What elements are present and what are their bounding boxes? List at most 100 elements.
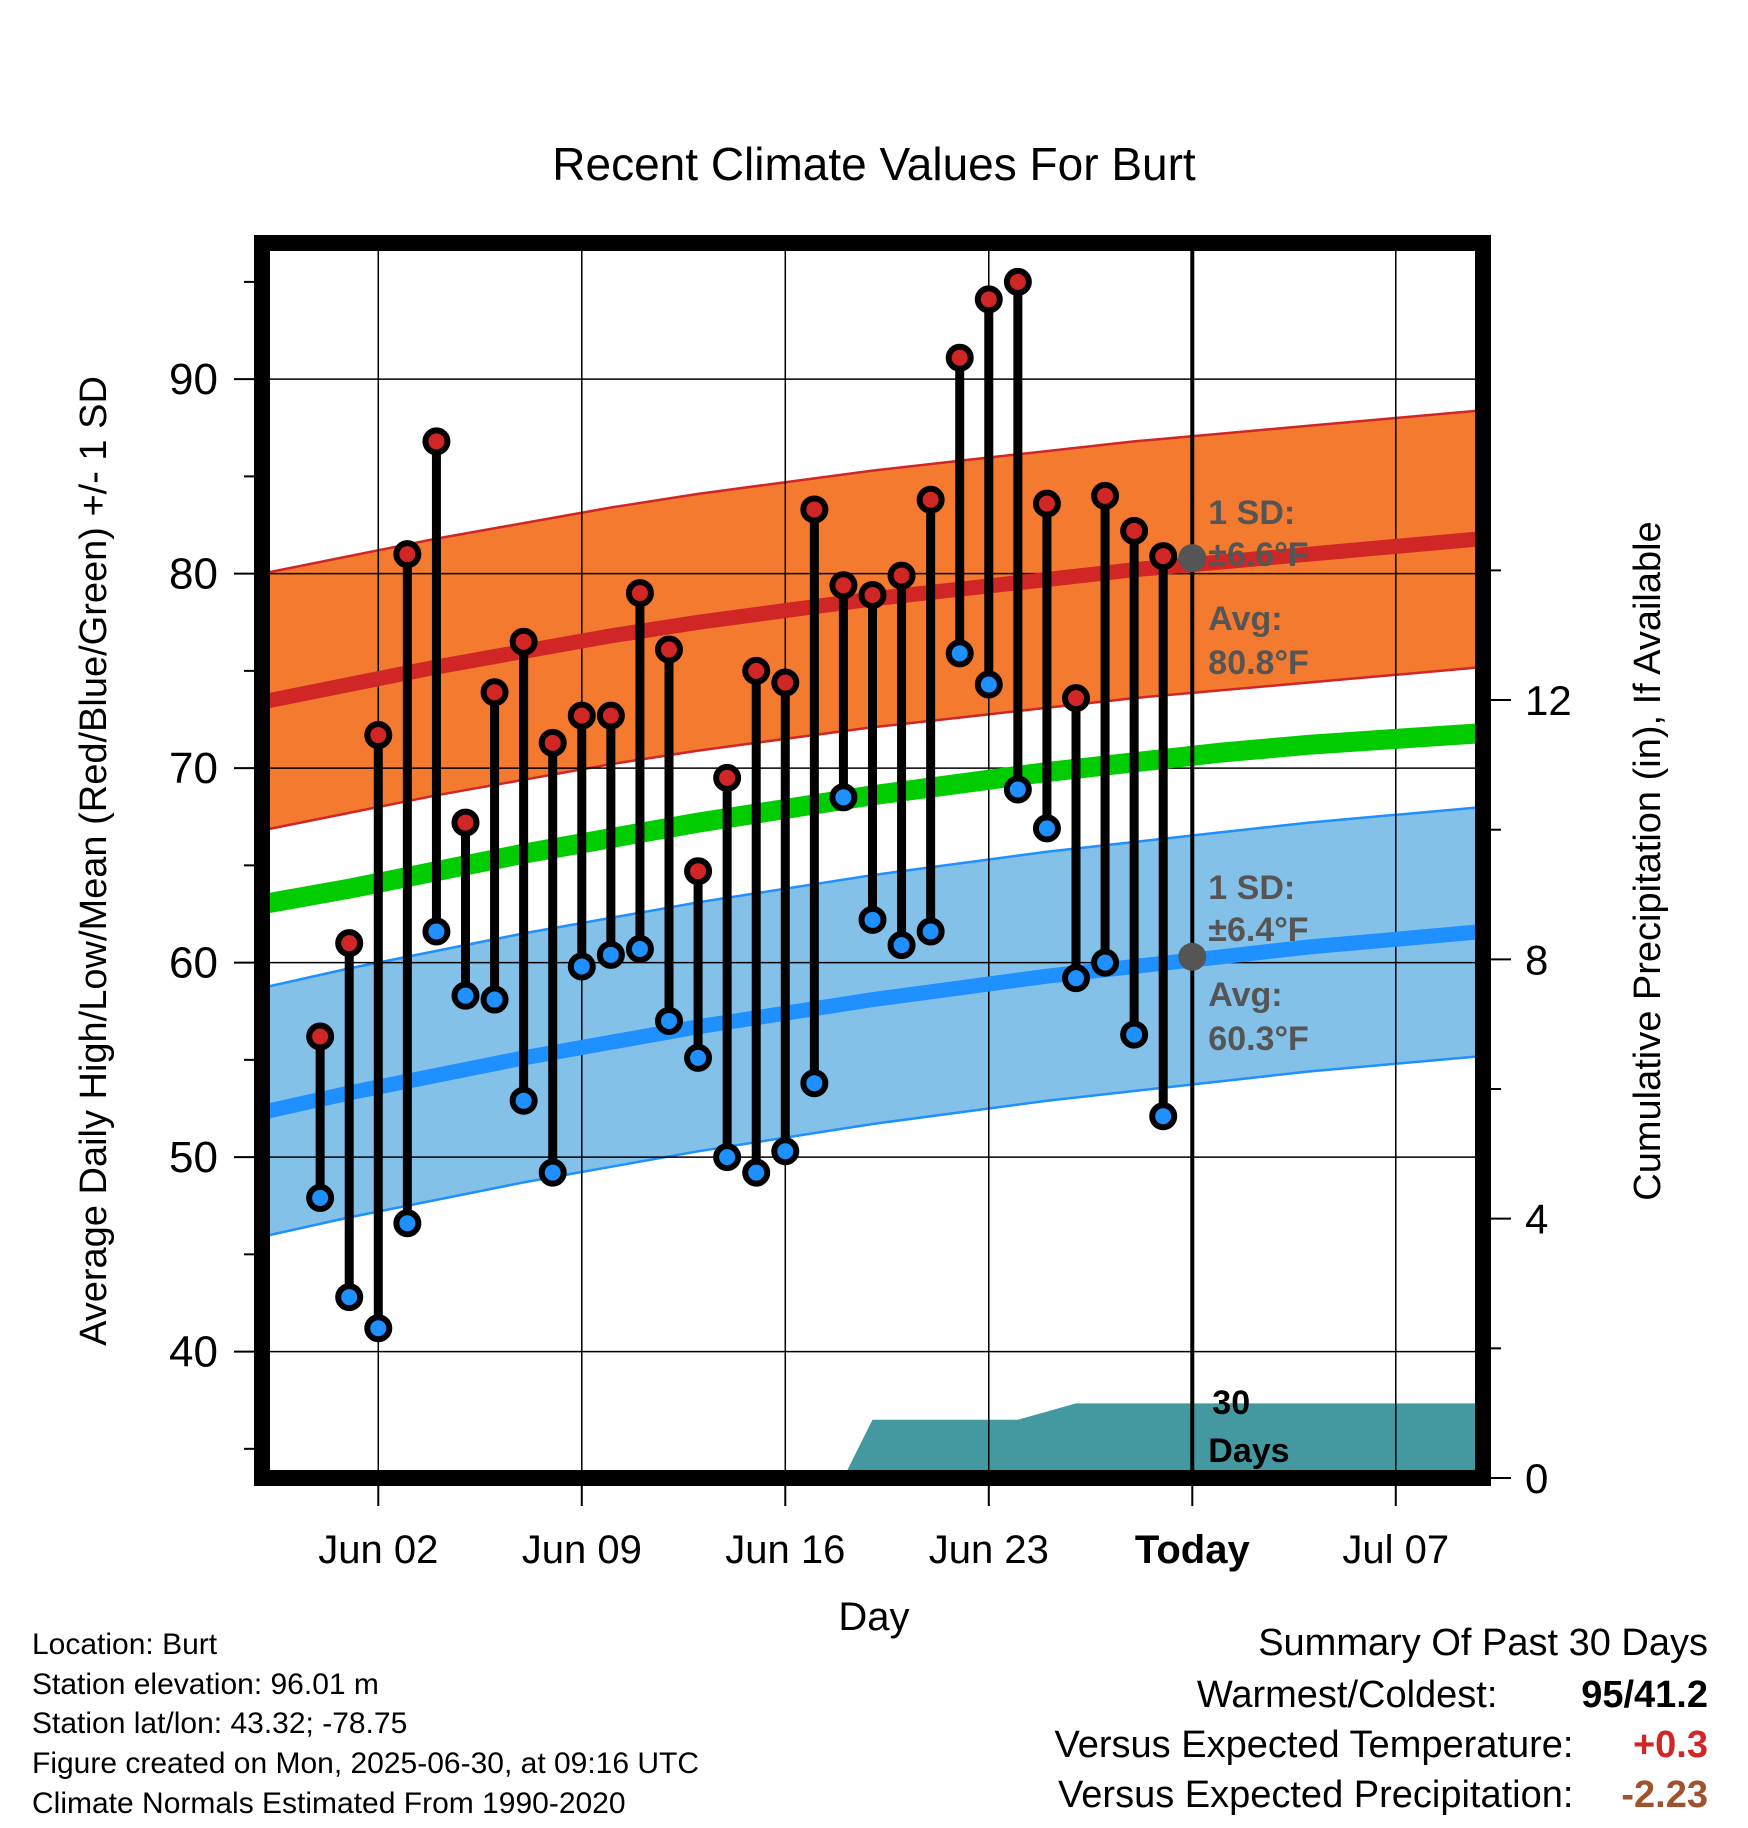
daily-high-point (538, 728, 567, 757)
daily-high-point (800, 495, 829, 524)
daily-low-point (335, 1283, 364, 1312)
daily-low-point (364, 1314, 393, 1343)
daily-high-point (393, 540, 422, 569)
y2-tick-label: 8 (1525, 936, 1548, 983)
y2-tick-label: 4 (1525, 1196, 1548, 1243)
normal-low-sd-band (262, 807, 1483, 1237)
daily-high-point (829, 571, 858, 600)
daily-low-point (451, 981, 480, 1010)
summary-heading: Summary Of Past 30 Days (1258, 1622, 1708, 1664)
high-sd-label: 1 SD: (1208, 494, 1295, 532)
daily-low-point (945, 639, 974, 668)
normal-high-sd-edge (262, 409, 1483, 575)
daily-low-point (480, 985, 509, 1014)
daily-high-point (625, 579, 654, 608)
daily-low-point (829, 783, 858, 812)
daily-high-point (1091, 481, 1120, 510)
daily-high-point (887, 561, 916, 590)
daily-high-point (916, 485, 945, 514)
daily-low-point (567, 952, 596, 981)
high-avg-label: Avg: (1208, 600, 1282, 638)
low-sd-value: ±6.4°F (1208, 911, 1308, 949)
summary-warmest-label: Warmest/Coldest: (1196, 1674, 1498, 1716)
normal-low-sd-edge (262, 1054, 1483, 1239)
daily-low-point (742, 1158, 771, 1187)
daily-low-point (1120, 1020, 1149, 1049)
daily-low-point (509, 1086, 538, 1115)
daily-low-point (393, 1209, 422, 1238)
daily-high-point (480, 678, 509, 707)
normal-low-marker (1178, 942, 1207, 971)
x-axis-label: Day (838, 1595, 909, 1639)
x-tick-label: Jun 23 (929, 1528, 1049, 1572)
daily-high-point (974, 285, 1003, 314)
summary-temp-row: Versus Expected Temperature: +0.3 (1055, 1724, 1708, 1767)
daily-high-point (713, 763, 742, 792)
figure-created: Figure created on Mon, 2025-06-30, at 09… (32, 1747, 700, 1780)
daily-high-point (335, 929, 364, 958)
daily-low-point (684, 1043, 713, 1072)
plot-area: 1 SD: ±6.6°F Avg: 80.8°F 1 SD: ±6.4°F Avg: 60.3… (169, 235, 1572, 1572)
daily-low-point (800, 1069, 829, 1098)
daily-low-point (596, 940, 625, 969)
x-tick-label: Jun 09 (522, 1528, 642, 1572)
x-tick-label: Jun 16 (725, 1528, 845, 1572)
daily-low-point (771, 1137, 800, 1166)
daily-low-point (1062, 964, 1090, 993)
summary-temp-value: +0.3 (1632, 1724, 1708, 1766)
daily-low-point (887, 931, 916, 960)
summary-warmest-row: Warmest/Coldest: 95/41.2 (1197, 1674, 1708, 1717)
daily-low-point (422, 917, 451, 946)
y-tick-label: 90 (169, 355, 218, 404)
daily-high-point (858, 581, 887, 610)
low-avg-label: Avg: (1208, 976, 1282, 1014)
daily-high-point (1003, 267, 1032, 296)
daily-low-point (1091, 948, 1120, 977)
daily-low-point (655, 1006, 683, 1035)
daily-high-point (422, 427, 451, 456)
precip-area (843, 1403, 1483, 1478)
summary-precip-label: Versus Expected Precipitation: (1058, 1774, 1574, 1816)
daily-low-point (713, 1143, 742, 1172)
x-tick-label: Jun 02 (318, 1528, 438, 1572)
y-tick-label: 40 (169, 1328, 218, 1377)
daily-high-point (1062, 684, 1090, 713)
station-location: Location: Burt (32, 1628, 218, 1661)
daily-low-point (1149, 1102, 1178, 1131)
summary-precip-row: Versus Expected Precipitation: -2.23 (1058, 1774, 1708, 1817)
low-avg-value: 60.3°F (1208, 1020, 1309, 1058)
period-unit: Days (1208, 1432, 1289, 1470)
daily-high-point (567, 701, 596, 730)
daily-high-point (742, 656, 771, 685)
high-sd-value: ±6.6°F (1208, 536, 1308, 574)
station-elevation: Station elevation: 96.01 m (32, 1668, 379, 1701)
daily-high-point (684, 857, 713, 886)
y-axis-label: Average Daily High/Low/Mean (Red/Blue/Gr… (73, 376, 115, 1346)
summary-warmest-value: 95/41.2 (1581, 1674, 1708, 1716)
station-latlon: Station lat/lon: 43.32; -78.75 (32, 1707, 408, 1740)
chart-title: Recent Climate Values For Burt (552, 138, 1196, 190)
y-tick-label: 80 (169, 550, 218, 599)
daily-high-point (1032, 489, 1061, 518)
daily-high-point (1149, 542, 1178, 571)
daily-high-point (306, 1022, 335, 1051)
climate-normals-source: Climate Normals Estimated From 1990-2020 (32, 1787, 626, 1820)
normal-high-marker (1178, 544, 1207, 573)
daily-low-point (974, 670, 1003, 699)
daily-high-point (1120, 516, 1149, 545)
daily-low-point (625, 934, 654, 963)
summary-precip-value: -2.23 (1621, 1774, 1708, 1816)
normal-low-line (262, 924, 1483, 1120)
daily-low-point (538, 1158, 567, 1187)
period-number: 30 (1212, 1384, 1250, 1422)
summary-temp-label: Versus Expected Temperature: (1054, 1724, 1574, 1766)
daily-low-point (916, 917, 945, 946)
daily-high-point (771, 668, 800, 697)
y2-tick-label: 0 (1525, 1455, 1548, 1502)
plot-frame (254, 235, 1491, 1486)
daily-high-point (655, 635, 683, 664)
y-tick-label: 50 (169, 1133, 218, 1182)
daily-high-point (596, 701, 625, 730)
y-tick-label: 70 (169, 744, 218, 793)
